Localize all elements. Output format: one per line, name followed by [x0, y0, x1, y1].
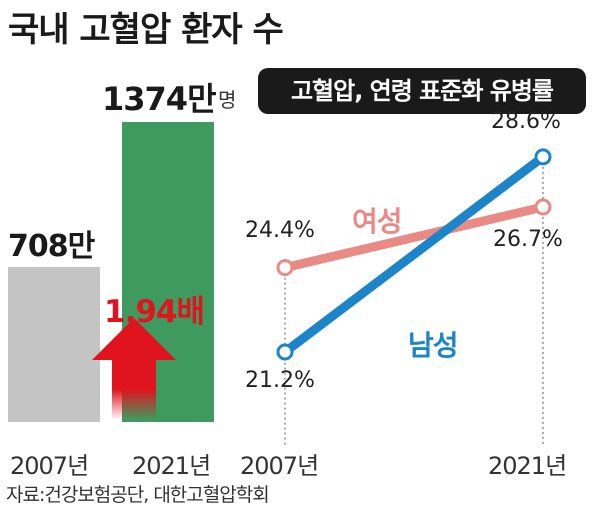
- bar-2007: [8, 267, 100, 422]
- bar-value-label-2021: 1374만: [102, 80, 217, 118]
- legend-female: 여성: [352, 205, 403, 238]
- bar-x-label-2007: 2007년: [10, 452, 89, 480]
- point-female-2021: [534, 198, 552, 216]
- point-male-2007: [276, 343, 294, 361]
- label-male-2021: 28.6%: [491, 108, 561, 134]
- series-line-female: [280, 202, 548, 273]
- growth-arrow: [92, 318, 176, 420]
- line-x-label-2007: 2007년: [240, 452, 319, 480]
- ratio-label: 1.94배: [104, 294, 205, 330]
- label-male-2007: 21.2%: [245, 368, 315, 393]
- bar-x-label-2021: 2021년: [132, 452, 211, 480]
- line-chart-title: 고혈압, 연령 표준화 유병률: [258, 68, 586, 114]
- series-line-male: [280, 152, 548, 357]
- bar-unit-label: 명: [218, 88, 237, 112]
- legend-male: 남성: [408, 329, 459, 362]
- label-female-2021: 26.7%: [493, 227, 563, 252]
- point-female-2007: [276, 259, 294, 277]
- label-female-2007: 24.4%: [245, 217, 315, 243]
- source-note: 자료:건강보험공단, 대한고혈압학회: [6, 484, 270, 506]
- chart-title: 국내 고혈압 환자 수: [8, 10, 284, 50]
- line-x-label-2021: 2021년: [488, 452, 567, 480]
- bar-value-label-2007: 708만: [8, 229, 95, 265]
- point-male-2021: [534, 148, 552, 166]
